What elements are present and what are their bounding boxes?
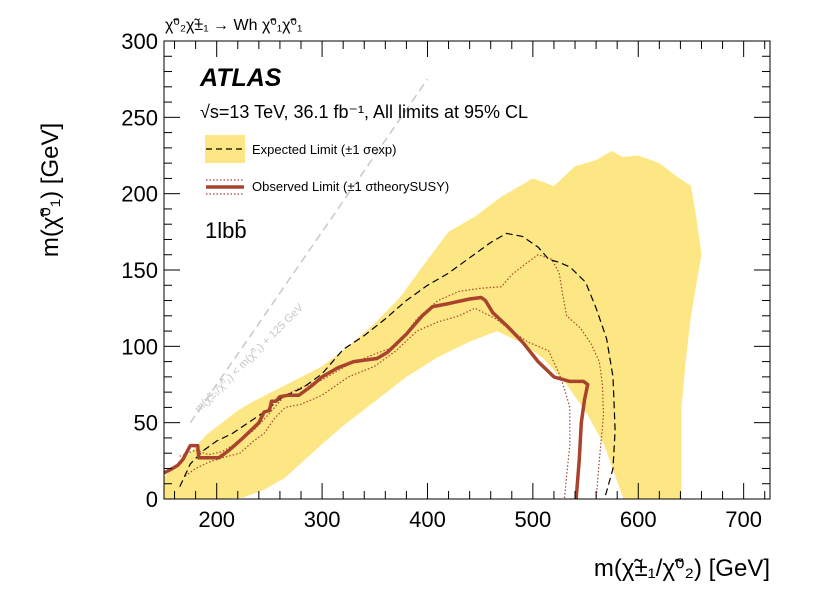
process-label: χ̃⁰₂χ̃±₁ → Wh χ̃⁰₁χ̃⁰₁ bbox=[165, 17, 302, 34]
info-text: √s=13 TeV, 36.1 fb⁻¹, All limits at 95% … bbox=[200, 102, 528, 122]
axis-tick-labels: 200 300 400 500 600 700 0 50 100 150 200 250 300 bbox=[121, 29, 762, 532]
y-tick-label: 0 bbox=[146, 487, 158, 512]
observed-plus-sigma-curve bbox=[179, 254, 605, 499]
x-tick-label: 600 bbox=[620, 507, 657, 532]
x-tick-label: 400 bbox=[409, 507, 446, 532]
y-tick-label: 250 bbox=[121, 105, 158, 130]
y-tick-label: 300 bbox=[121, 29, 158, 54]
x-tick-label: 500 bbox=[515, 507, 552, 532]
y-tick-label: 50 bbox=[134, 411, 158, 436]
atlas-label: ATLAS bbox=[199, 64, 282, 92]
x-tick-label: 200 bbox=[198, 507, 235, 532]
y-tick-label: 150 bbox=[121, 258, 158, 283]
y-tick-label: 100 bbox=[121, 334, 158, 359]
legend-observed-label: Observed Limit (±1 σtheorySUSY) bbox=[252, 179, 449, 194]
legend-expected-label: Expected Limit (±1 σexp) bbox=[252, 142, 397, 157]
y-axis-title: m(χ̃⁰₁) [GeV] bbox=[37, 123, 64, 257]
channel-label: 1lbb̄ bbox=[205, 218, 247, 243]
observed-limit-curve bbox=[164, 295, 590, 499]
x-tick-label: 300 bbox=[304, 507, 341, 532]
legend: Expected Limit (±1 σexp) Observed Limit … bbox=[205, 135, 449, 195]
x-tick-label: 700 bbox=[725, 507, 762, 532]
axis-ticks bbox=[164, 40, 770, 500]
x-axis-title: m(χ̃±₁/χ̃⁰₂) [GeV] bbox=[594, 555, 770, 582]
expected-band bbox=[164, 150, 702, 499]
kinematic-limit-line bbox=[189, 78, 429, 424]
expected-limit-curve bbox=[179, 232, 616, 499]
y-tick-label: 200 bbox=[121, 182, 158, 207]
